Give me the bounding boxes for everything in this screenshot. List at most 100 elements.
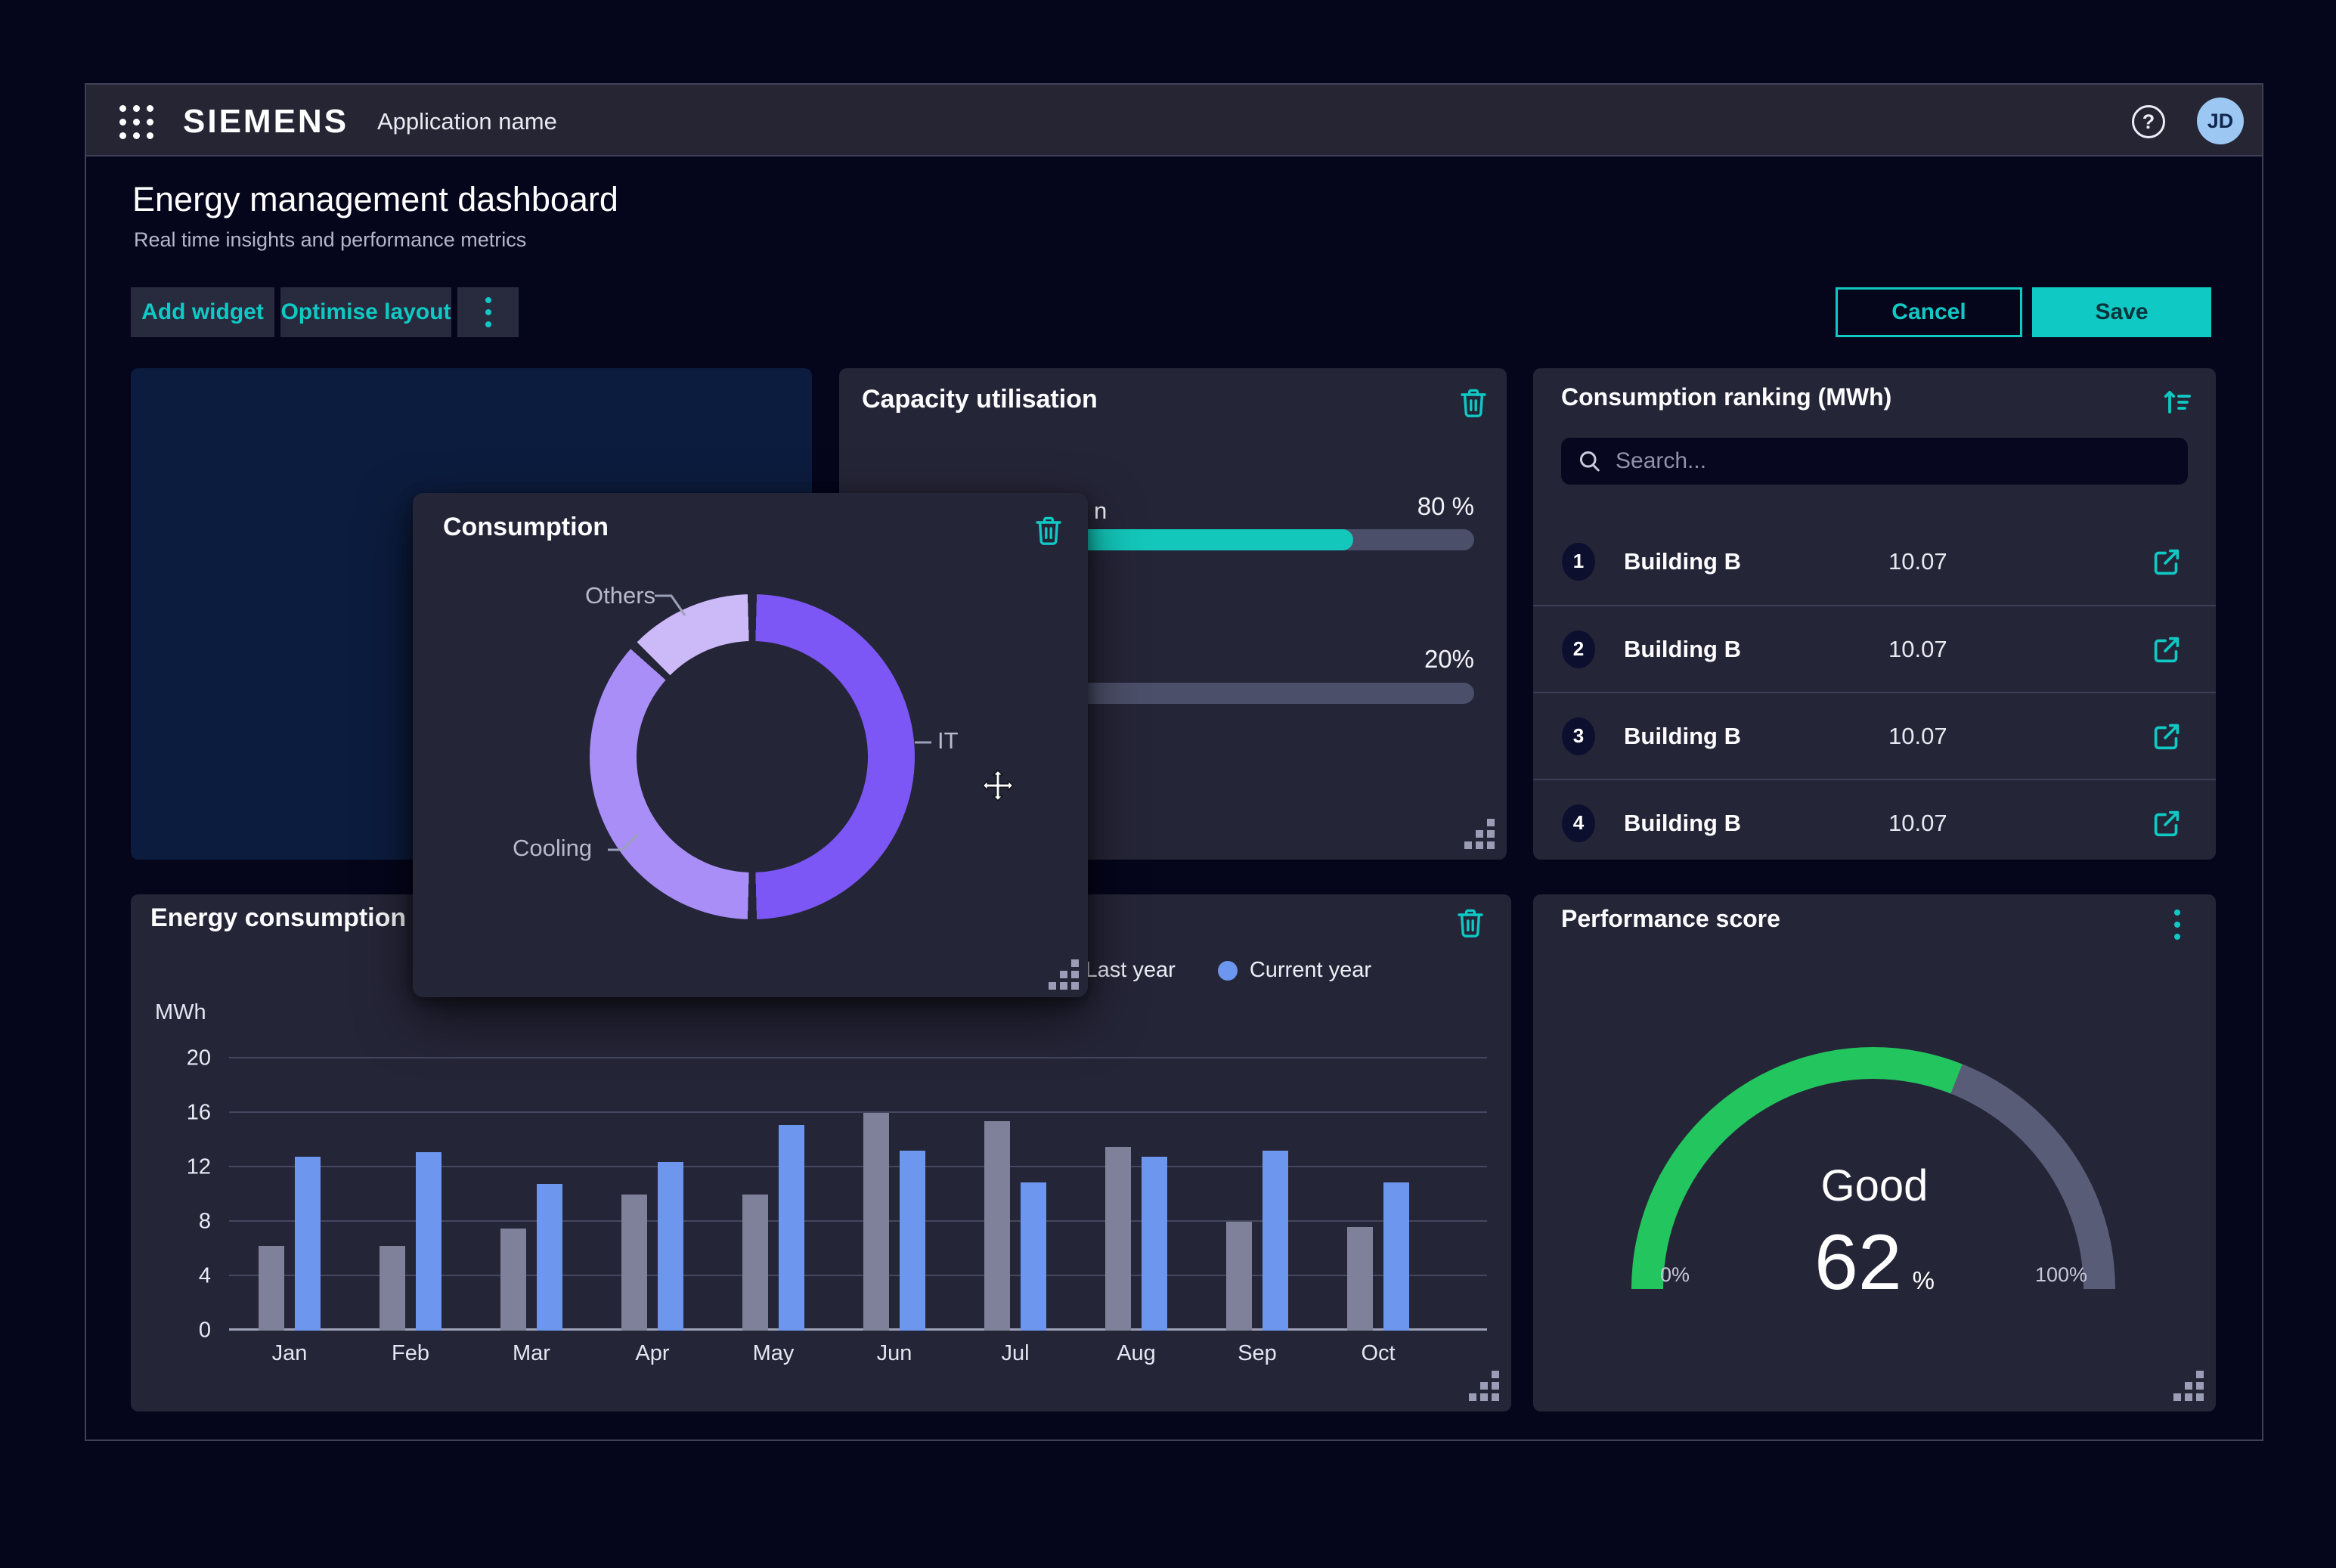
- building-name: Building B: [1624, 636, 1741, 663]
- widget-title: Capacity utilisation: [862, 385, 1098, 414]
- bar-current-year: [416, 1152, 441, 1331]
- user-avatar[interactable]: JD: [2197, 98, 2244, 144]
- bar-group-may: May: [713, 1058, 834, 1331]
- delete-widget-icon[interactable]: [1455, 385, 1492, 421]
- kebab-icon: [485, 297, 491, 327]
- consumption-value: 10.07: [1888, 548, 1947, 575]
- optimise-layout-button[interactable]: Optimise layout: [280, 287, 451, 337]
- bar-current-year: [1021, 1182, 1046, 1331]
- resize-handle[interactable]: [2173, 1371, 2204, 1401]
- consumption-value: 10.07: [1888, 636, 1947, 663]
- x-tick-label: Oct: [1318, 1341, 1439, 1366]
- x-tick-label: Jan: [229, 1341, 350, 1366]
- progress-value: 80 %: [1417, 492, 1474, 521]
- gauge-status: Good: [1533, 1161, 2216, 1211]
- gauge-max-label: 100%: [2035, 1263, 2087, 1287]
- y-tick-label: 0: [158, 1319, 211, 1343]
- bar-last-year: [1347, 1227, 1373, 1331]
- bar-group-feb: Feb: [350, 1058, 471, 1331]
- bar-group-oct: Oct: [1318, 1058, 1439, 1331]
- search-input[interactable]: [1616, 448, 2173, 474]
- app-switcher-icon[interactable]: [119, 105, 154, 140]
- ranking-row: 3 Building B 10.07: [1533, 692, 2216, 779]
- donut-label-others: Others: [585, 582, 655, 609]
- legend-label: Current year: [1250, 958, 1371, 983]
- ranking-row: 2 Building B 10.07: [1533, 605, 2216, 692]
- page-title: Energy management dashboard: [132, 180, 618, 219]
- legend-dot-current-year: [1218, 961, 1238, 981]
- kebab-icon: [2174, 910, 2180, 940]
- save-button[interactable]: Save: [2032, 287, 2211, 337]
- bar-group-mar: Mar: [471, 1058, 592, 1331]
- bar-chart: 048121620 JanFebMarAprMayJunJulAugSepOct: [229, 1058, 1487, 1331]
- cancel-button[interactable]: Cancel: [1836, 287, 2022, 337]
- gauge-value: 62: [1814, 1219, 1902, 1306]
- x-tick-label: Apr: [592, 1341, 713, 1366]
- x-tick-label: Jul: [955, 1341, 1076, 1366]
- open-external-icon[interactable]: [2149, 719, 2184, 754]
- donut-hole: [637, 641, 868, 872]
- resize-handle[interactable]: [1049, 959, 1079, 990]
- x-tick-label: May: [713, 1341, 834, 1366]
- chart-legend: Last year Current year: [1054, 958, 1371, 983]
- x-tick-label: Aug: [1076, 1341, 1197, 1366]
- bar-current-year: [295, 1157, 321, 1331]
- consumption-widget-dragging[interactable]: Consumption Others IT Cooling: [413, 493, 1088, 997]
- bar-last-year: [259, 1246, 284, 1331]
- gauge-min-label: 0%: [1660, 1263, 1690, 1287]
- bar-current-year: [1262, 1151, 1288, 1331]
- search-icon: [1576, 448, 1603, 475]
- ranking-list: 1 Building B 10.07 2 Building B 10.07 3 …: [1533, 518, 2216, 866]
- y-tick-label: 8: [158, 1210, 211, 1235]
- widget-title: Consumption ranking (MWh): [1561, 383, 1891, 411]
- open-external-icon[interactable]: [2149, 544, 2184, 579]
- delete-widget-icon[interactable]: [1030, 513, 1067, 549]
- delete-widget-icon[interactable]: [1452, 905, 1489, 941]
- resize-handle[interactable]: [1464, 819, 1495, 849]
- bar-last-year: [742, 1195, 768, 1331]
- bar-group-apr: Apr: [592, 1058, 713, 1331]
- bar-current-year: [658, 1162, 683, 1331]
- progress-value: 20%: [1424, 645, 1474, 674]
- bar-last-year: [621, 1195, 647, 1331]
- gauge-unit: %: [1913, 1266, 1935, 1294]
- widget-title: Consumption: [443, 513, 609, 542]
- widget-title: Performance score: [1561, 905, 1780, 933]
- add-widget-button[interactable]: Add widget: [131, 287, 274, 337]
- bar-group-jul: Jul: [955, 1058, 1076, 1331]
- legend-item: Current year: [1218, 958, 1371, 983]
- page-subtitle: Real time insights and performance metri…: [134, 228, 526, 252]
- open-external-icon[interactable]: [2149, 632, 2184, 667]
- donut-label-it: IT: [937, 727, 959, 755]
- y-tick-label: 16: [158, 1101, 211, 1126]
- y-tick-label: 4: [158, 1264, 211, 1289]
- application-name: Application name: [377, 108, 557, 135]
- widget-kebab-button[interactable]: [2159, 906, 2195, 943]
- resize-handle[interactable]: [1469, 1371, 1499, 1401]
- siemens-logo: SIEMENS: [183, 103, 349, 141]
- bar-current-year: [1383, 1182, 1409, 1331]
- building-name: Building B: [1624, 810, 1741, 837]
- x-tick-label: Jun: [834, 1341, 955, 1366]
- x-tick-label: Sep: [1197, 1341, 1318, 1366]
- bar-last-year: [1226, 1222, 1252, 1331]
- bar-current-year: [779, 1125, 804, 1331]
- help-icon[interactable]: ?: [2132, 105, 2165, 138]
- bar-current-year: [900, 1151, 925, 1331]
- app-header: SIEMENS Application name ? JD: [85, 83, 2263, 156]
- bar-group-sep: Sep: [1197, 1058, 1318, 1331]
- x-tick-label: Mar: [471, 1341, 592, 1366]
- bar-last-year: [1105, 1147, 1131, 1331]
- bar-last-year: [380, 1246, 405, 1331]
- y-tick-label: 20: [158, 1046, 211, 1071]
- y-tick-label: 12: [158, 1155, 211, 1180]
- energy-dashboard: SIEMENS Application name ? JD Energy man…: [0, 0, 2336, 1568]
- open-external-icon[interactable]: [2149, 806, 2184, 841]
- bar-current-year: [537, 1184, 562, 1331]
- toolbar-kebab-button[interactable]: [457, 287, 519, 337]
- legend-label: Last year: [1086, 958, 1176, 983]
- donut-label-cooling: Cooling: [513, 835, 592, 862]
- building-name: Building B: [1624, 723, 1741, 750]
- sort-icon[interactable]: [2159, 383, 2195, 420]
- performance-score-widget: Performance score Good 62% 0% 100%: [1533, 894, 2216, 1412]
